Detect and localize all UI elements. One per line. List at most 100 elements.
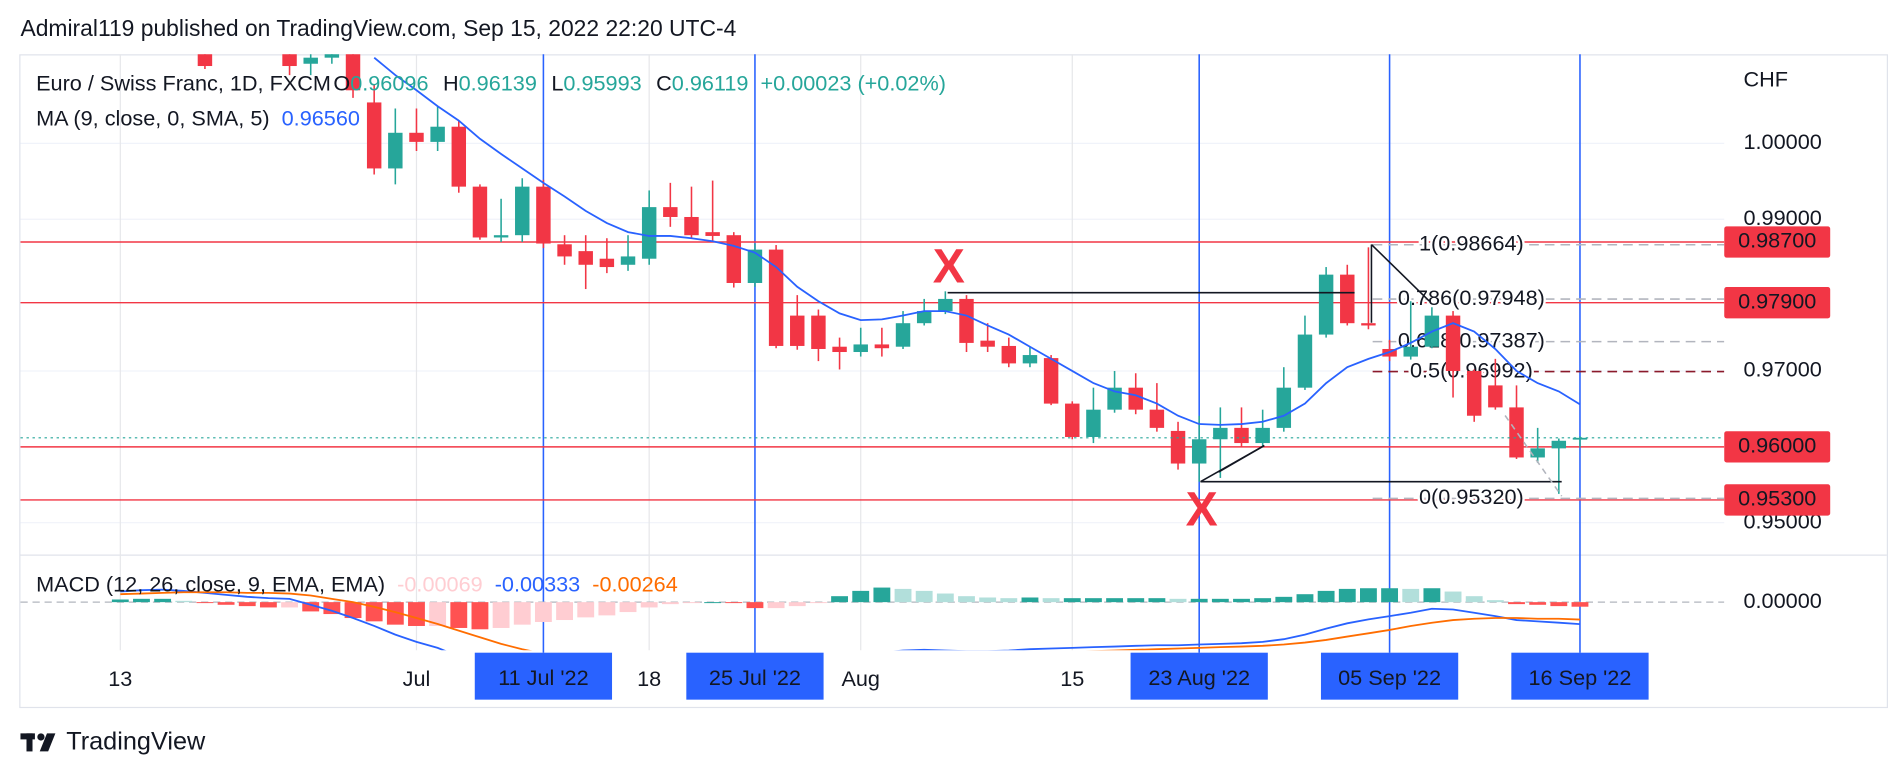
candle-body	[768, 249, 784, 346]
y-tick-label: 0.99000	[1744, 205, 1822, 230]
histogram-bar	[1423, 588, 1441, 603]
legend-value: 0.95993	[563, 70, 641, 95]
histogram-bar	[873, 587, 891, 603]
x-tick-label: 11 Jul '22	[498, 665, 588, 690]
histogram-bar	[809, 602, 827, 604]
candle-body	[726, 235, 742, 283]
macd-name: MACD (12, 26, close, 9, EMA, EMA)	[36, 571, 385, 596]
candle-body	[1488, 385, 1503, 408]
candle-body	[874, 344, 890, 349]
histogram-bar	[1233, 598, 1250, 603]
signal-line	[120, 591, 1581, 651]
histogram-bar	[175, 600, 193, 603]
legend-letter: C	[656, 70, 672, 95]
histogram-bar	[852, 590, 870, 603]
x-tick-label: Jul	[403, 666, 431, 691]
candle-body	[388, 132, 403, 169]
header: Admiral119 published on TradingView.com,…	[20, 15, 736, 41]
histogram-bar	[217, 602, 235, 605]
logo-part	[26, 733, 33, 752]
y-tick-label: 1.00000	[1744, 129, 1822, 154]
candle-body	[599, 258, 615, 268]
currency: CHF	[1744, 66, 1789, 91]
fib-trend-line	[1370, 243, 1430, 302]
histogram-bar	[534, 602, 552, 623]
logo-part	[39, 733, 56, 752]
histogram-bar	[936, 593, 954, 603]
candle-body	[1128, 387, 1143, 410]
histogram-bar	[196, 602, 214, 604]
candle-body	[895, 323, 911, 347]
candle-body	[705, 232, 720, 236]
candle-body	[1255, 427, 1270, 444]
annotation: X	[1186, 483, 1218, 537]
histogram-bar	[1042, 598, 1060, 603]
histogram-bar	[915, 590, 933, 603]
brand-logo	[20, 733, 56, 752]
x-tick-label: 16 Sep '22	[1529, 665, 1632, 690]
candle-body	[324, 54, 340, 58]
histogram-bar	[1106, 598, 1124, 603]
candle-body	[641, 207, 657, 259]
candle-body	[747, 249, 763, 283]
chart-frame	[19, 54, 1888, 709]
candle-body	[790, 315, 805, 346]
symbol: Euro / Swiss Franc, 1D, FXCM	[36, 70, 331, 95]
candle-body	[366, 102, 382, 169]
candle-body	[684, 216, 699, 236]
histogram-bar	[704, 602, 722, 604]
candle-body	[980, 340, 995, 347]
candle-body	[1509, 407, 1524, 458]
legend-letter: L	[551, 70, 563, 95]
grid	[20, 54, 1725, 653]
level-label: 0.97900	[1738, 288, 1816, 313]
candle-body	[959, 298, 974, 343]
candle-body	[515, 186, 530, 236]
x-tick-label: 25 Jul '22	[709, 665, 801, 690]
candle-body	[1445, 315, 1461, 371]
x-tick-label: 15	[1060, 666, 1084, 691]
y-tick-label: 0.97000	[1744, 357, 1822, 382]
histogram-bar	[556, 602, 573, 621]
histogram-bar	[1127, 598, 1145, 603]
candle-body	[493, 235, 509, 238]
candle-body	[451, 126, 467, 187]
histogram-bar	[577, 602, 595, 618]
logo-part	[37, 733, 45, 741]
histogram-bar	[1486, 600, 1504, 603]
candle-body	[1022, 355, 1038, 364]
histogram-bar	[513, 602, 531, 625]
histogram-bar	[831, 596, 848, 603]
histogram-bar	[598, 602, 616, 616]
candle-body	[1149, 409, 1165, 428]
level-label: 0.95300	[1738, 486, 1816, 511]
candle-body	[1551, 440, 1567, 449]
macd-value: -0.00333	[495, 571, 581, 596]
x-tick-label: 23 Aug '22	[1148, 665, 1250, 690]
ma-name: MA (9, close, 0, SMA, 5)	[36, 105, 269, 130]
fib-label: 0(0.95320)	[1419, 484, 1524, 509]
candle-body	[1340, 274, 1355, 324]
candle-body	[1086, 409, 1101, 437]
histogram-bar	[1402, 588, 1420, 603]
histogram-bar	[640, 602, 658, 608]
date-label-box	[1320, 652, 1459, 700]
candle-body	[853, 344, 868, 353]
candle-body	[197, 54, 213, 67]
histogram-bar	[1529, 602, 1547, 605]
histogram-bar	[1084, 598, 1102, 603]
legend-ma: MA (9, close, 0, SMA, 5) 0.96560	[36, 105, 360, 130]
histogram-bar	[1550, 602, 1568, 607]
histogram-bar	[471, 602, 489, 630]
histogram-bar	[429, 602, 447, 626]
candle-body	[1530, 448, 1545, 458]
legend-value: 0.96096	[350, 70, 428, 95]
candle-body	[1276, 387, 1292, 428]
candle-body	[663, 207, 678, 217]
legend-letter: O	[333, 70, 350, 95]
histogram-bar	[788, 602, 806, 607]
histogram-bar	[111, 599, 129, 603]
x-tick-label: 18	[637, 666, 661, 691]
histogram-bar	[1148, 598, 1166, 603]
histogram-bar	[1169, 598, 1187, 603]
